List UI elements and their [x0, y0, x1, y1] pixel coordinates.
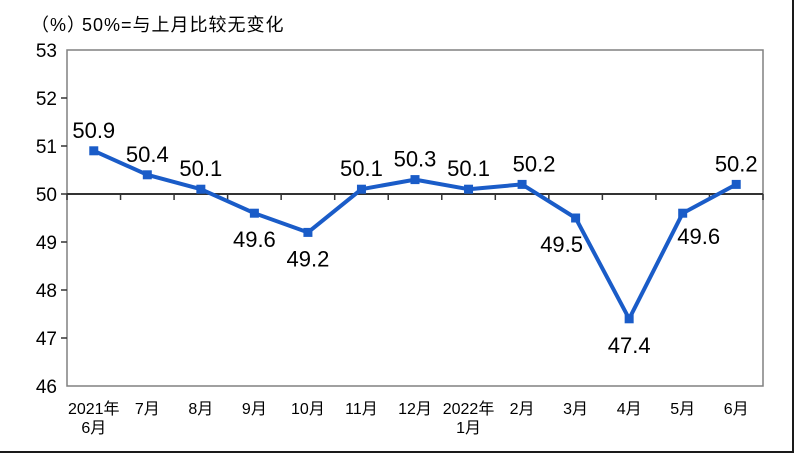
data-label: 50.1	[340, 156, 383, 181]
data-point-marker	[410, 175, 420, 185]
chart-subtitle: 50%=与上月比较无变化	[82, 15, 285, 35]
data-label: 50.4	[126, 142, 169, 167]
x-axis-tick-label: 10月	[291, 401, 325, 418]
data-point-marker	[571, 213, 581, 223]
plot-area-border	[66, 49, 764, 387]
data-point-marker	[89, 146, 99, 156]
data-point-marker	[678, 208, 688, 218]
x-axis-tick-label: 9月	[242, 401, 267, 418]
y-axis-tick-label: 48	[36, 281, 57, 302]
data-point-marker	[731, 179, 741, 189]
y-axis-unit-label: （%）	[31, 15, 87, 35]
y-axis-tick-label: 47	[36, 329, 57, 350]
data-point-marker	[142, 170, 152, 180]
x-axis-tick-label: 3月	[563, 401, 588, 418]
y-axis-tick-label: 53	[36, 41, 57, 62]
data-label: 50.2	[715, 151, 758, 176]
data-point-marker	[464, 184, 474, 194]
x-axis-tick-label: 11月	[345, 401, 378, 418]
data-label: 50.1	[179, 156, 222, 181]
data-label: 50.3	[394, 147, 437, 172]
y-axis-tick-label: 51	[36, 137, 57, 158]
data-label: 49.5	[540, 232, 583, 257]
data-label: 49.6	[233, 227, 276, 252]
x-axis-tick-label: 6月	[81, 420, 106, 437]
x-axis-tick-label: 5月	[670, 401, 695, 418]
x-axis-tick-label: 1月	[456, 420, 481, 437]
x-axis-tick-label: 2月	[510, 401, 535, 418]
y-axis-tick-label: 52	[36, 89, 57, 110]
x-axis-tick-label: 8月	[188, 401, 213, 418]
data-label: 50.9	[72, 118, 115, 143]
x-axis-tick-label: 2022年	[443, 400, 495, 418]
data-label: 49.2	[287, 246, 330, 271]
x-axis-tick-label: 6月	[724, 401, 749, 418]
y-axis-tick-label: 46	[36, 377, 57, 398]
data-label: 47.4	[608, 333, 651, 358]
picture-frame-border	[0, 0, 794, 453]
x-axis-tick-label: 12月	[398, 401, 432, 418]
y-axis-tick-label: 50	[36, 185, 57, 206]
data-point-marker	[249, 208, 259, 218]
data-label: 50.1	[447, 156, 490, 181]
x-axis-tick-label: 4月	[617, 401, 642, 418]
y-axis-tick-label: 49	[36, 233, 57, 254]
data-point-marker	[517, 179, 527, 189]
data-point-marker	[196, 184, 206, 194]
data-point-marker	[356, 184, 366, 194]
x-axis-tick-label: 7月	[135, 401, 160, 418]
data-label: 49.6	[677, 224, 720, 249]
data-point-marker	[624, 314, 634, 324]
x-axis-tick-label: 2021年	[68, 400, 120, 418]
data-point-marker	[303, 227, 313, 237]
data-label: 50.2	[513, 151, 556, 176]
